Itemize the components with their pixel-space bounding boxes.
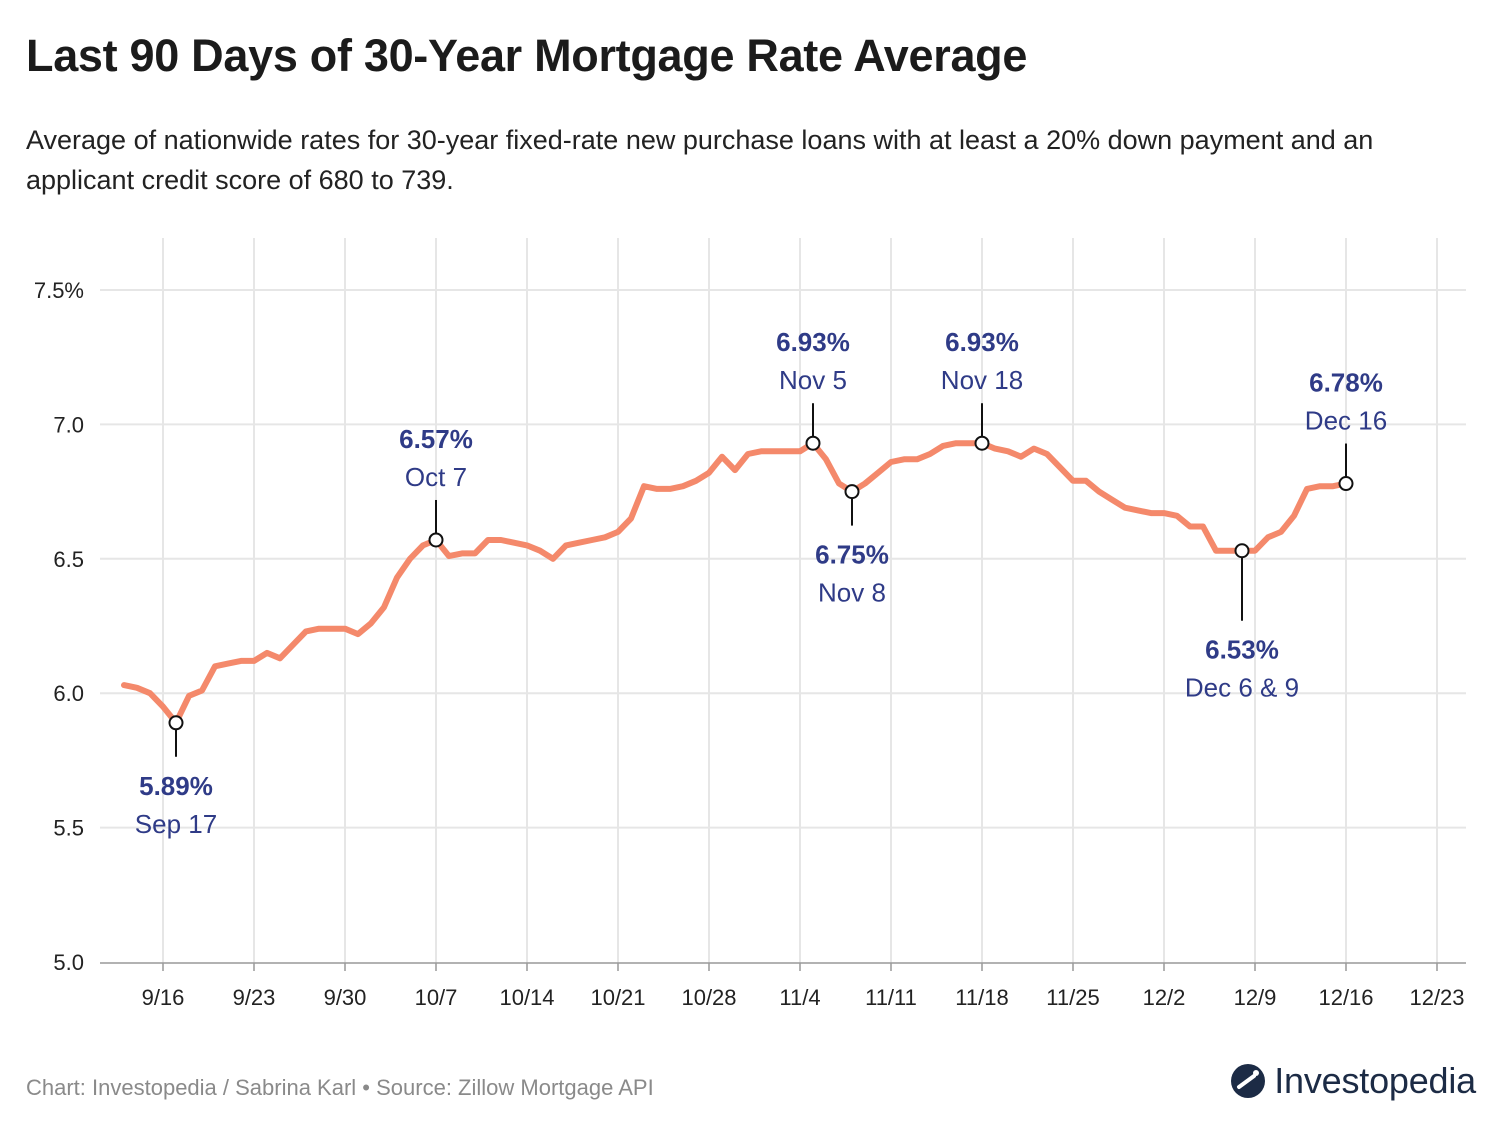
x-tick-label: 12/2 (1143, 985, 1186, 1010)
x-tick-label: 9/16 (142, 985, 185, 1010)
annotation-date: Nov 18 (941, 365, 1023, 395)
annotation: 6.78% Dec 16 (1305, 368, 1387, 492)
x-tick-label: 9/23 (233, 985, 276, 1010)
x-tick-label: 10/7 (415, 985, 458, 1010)
x-tick-label: 11/11 (865, 985, 917, 1010)
chart-subtitle: Average of nationwide rates for 30-year … (26, 125, 1374, 195)
annotation-point (168, 715, 184, 731)
chart-title: Last 90 Days of 30-Year Mortgage Rate Av… (26, 30, 1028, 81)
x-tick-label: 12/23 (1409, 985, 1464, 1010)
rate-series-line (121, 440, 1349, 726)
annotation: 6.57% Oct 7 (399, 424, 473, 548)
y-tick-label: 5.0 (53, 950, 84, 975)
y-tick-label: 6.0 (53, 681, 84, 706)
annotation-point (1338, 476, 1354, 492)
annotation: 5.89% Sep 17 (135, 715, 217, 839)
y-tick-label: 5.5 (53, 816, 84, 841)
x-tick-label: 10/28 (681, 985, 736, 1010)
annotation: 6.93% Nov 5 (776, 327, 850, 451)
y-tick-label: 7.0 (53, 412, 84, 437)
annotation-value: 6.93% (945, 327, 1019, 357)
annotation-value: 5.89% (139, 771, 213, 801)
annotation: 6.75% Nov 8 (815, 484, 889, 608)
y-axis-ticks: 5.0 5.5 6.0 6.5 7.0 7.5% (34, 278, 84, 975)
vertical-gridlines (162, 238, 1438, 963)
horizontal-gridlines (100, 289, 1466, 829)
x-tick-label: 11/25 (1046, 985, 1099, 1010)
annotation: 6.93% Nov 18 (941, 327, 1023, 451)
annotation-date: Dec 6 & 9 (1185, 673, 1299, 703)
logo-text: Investopedia (1274, 1060, 1476, 1101)
x-tick-label: 11/4 (779, 985, 820, 1010)
annotation-point (805, 435, 821, 451)
annotation-date: Nov 8 (818, 578, 886, 608)
annotation-date: Oct 7 (405, 462, 467, 492)
x-tick-label: 12/16 (1318, 985, 1373, 1010)
y-tick-label: 7.5% (34, 278, 84, 303)
source-note: Chart: Investopedia / Sabrina Karl • Sou… (26, 1075, 654, 1100)
annotation: 6.53% Dec 6 & 9 (1185, 543, 1299, 703)
investopedia-logo-icon (1231, 1064, 1266, 1098)
x-tick-label: 9/30 (324, 985, 367, 1010)
annotations: 5.89% Sep 17 6.57% Oct 7 6.93% Nov 5 6.75% Nov … (135, 327, 1387, 839)
annotation-point (844, 484, 860, 500)
y-tick-label: 6.5 (53, 547, 84, 572)
annotation-point (974, 435, 990, 451)
annotation-value: 6.53% (1205, 635, 1279, 665)
x-tick-label: 10/21 (590, 985, 645, 1010)
x-tick-label: 12/9 (1234, 985, 1277, 1010)
annotation-point (428, 532, 444, 548)
x-axis-ticks: 9/16 9/23 9/30 10/7 10/14 10/21 10/28 11/4 11/11… (100, 962, 1466, 1010)
annotation-value: 6.75% (815, 540, 889, 570)
x-tick-label: 11/18 (955, 985, 1008, 1010)
x-tick-label: 10/14 (499, 985, 554, 1010)
annotation-value: 6.93% (776, 327, 850, 357)
annotation-date: Sep 17 (135, 809, 217, 839)
annotation-point (1234, 543, 1250, 559)
annotation-value: 6.78% (1309, 368, 1383, 398)
investopedia-logo[interactable]: Investopedia (1230, 1060, 1476, 1102)
annotation-date: Nov 5 (779, 365, 847, 395)
annotation-value: 6.57% (399, 424, 473, 454)
annotation-date: Dec 16 (1305, 406, 1387, 436)
